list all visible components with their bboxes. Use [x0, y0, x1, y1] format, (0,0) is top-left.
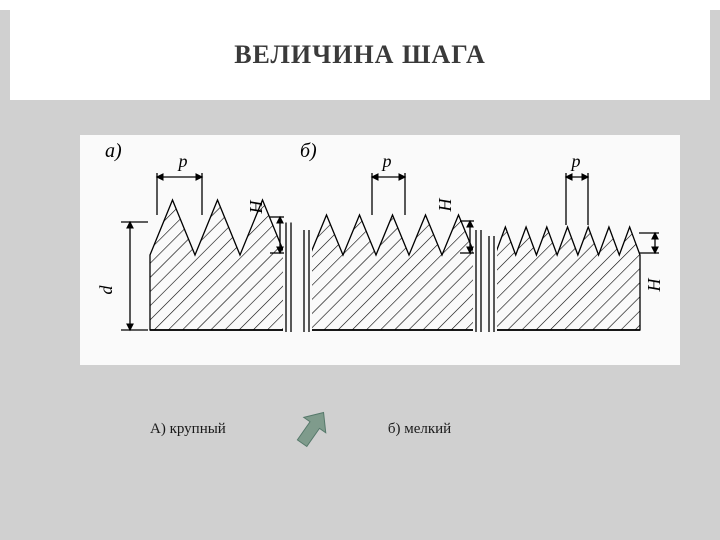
svg-text:H: H: [435, 198, 455, 213]
svg-text:d: d: [96, 285, 116, 295]
caption-b: б) мелкий: [388, 421, 451, 438]
slide-page: ВЕЛИЧИНА ШАГА а) p Hб) p Hp Hd А) крупный б) …: [0, 10, 720, 540]
svg-text:p: p: [381, 151, 392, 171]
svg-text:p: p: [570, 151, 581, 171]
pitch-diagram: а) p Hб) p Hp Hd: [80, 135, 680, 365]
arrow-icon: [286, 405, 338, 453]
svg-text:а): а): [105, 140, 122, 162]
svg-text:б): б): [300, 140, 317, 162]
svg-text:H: H: [246, 200, 266, 215]
caption-row: А) крупный б) мелкий: [150, 405, 570, 453]
title-bar: ВЕЛИЧИНА ШАГА: [10, 10, 710, 100]
svg-text:p: p: [177, 151, 188, 171]
caption-a: А) крупный: [150, 421, 226, 438]
figure-container: а) p Hб) p Hp Hd: [80, 135, 680, 365]
slide-title: ВЕЛИЧИНА ШАГА: [234, 40, 486, 69]
arrow-up-right-icon: [286, 405, 338, 453]
svg-text:H: H: [644, 278, 664, 293]
